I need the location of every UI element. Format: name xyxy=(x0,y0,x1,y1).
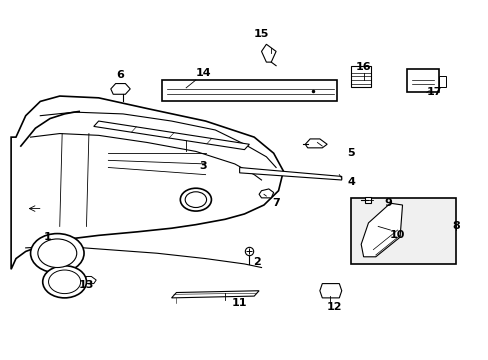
Text: 14: 14 xyxy=(195,68,210,78)
Polygon shape xyxy=(259,189,273,198)
Bar xyxy=(162,80,336,102)
Text: 16: 16 xyxy=(355,63,371,72)
Bar xyxy=(407,69,438,93)
Text: 10: 10 xyxy=(389,230,405,240)
Polygon shape xyxy=(111,84,130,94)
Text: 5: 5 xyxy=(347,148,355,158)
Text: 13: 13 xyxy=(79,280,94,291)
Text: 4: 4 xyxy=(347,177,355,187)
Circle shape xyxy=(42,266,86,298)
Text: 3: 3 xyxy=(199,161,206,171)
Polygon shape xyxy=(351,66,370,87)
Text: 9: 9 xyxy=(383,198,391,208)
Bar xyxy=(351,198,455,264)
Text: 8: 8 xyxy=(451,221,459,231)
Polygon shape xyxy=(319,284,341,298)
Circle shape xyxy=(180,188,211,211)
Circle shape xyxy=(38,239,77,267)
Text: 2: 2 xyxy=(252,257,260,267)
Polygon shape xyxy=(305,139,326,148)
Circle shape xyxy=(185,192,206,207)
Polygon shape xyxy=(261,44,276,62)
Text: 12: 12 xyxy=(326,302,342,312)
Polygon shape xyxy=(84,276,96,284)
PathPatch shape xyxy=(11,96,283,269)
Polygon shape xyxy=(239,167,341,180)
Text: 15: 15 xyxy=(253,28,269,39)
Polygon shape xyxy=(361,203,402,257)
Circle shape xyxy=(30,234,84,273)
Text: 17: 17 xyxy=(426,87,441,98)
Polygon shape xyxy=(171,291,259,298)
Text: 7: 7 xyxy=(272,198,280,208)
Text: 6: 6 xyxy=(116,69,124,80)
Text: 1: 1 xyxy=(43,232,51,242)
Circle shape xyxy=(48,270,81,294)
Text: 11: 11 xyxy=(231,298,247,308)
Bar xyxy=(438,76,446,87)
Polygon shape xyxy=(94,121,249,150)
